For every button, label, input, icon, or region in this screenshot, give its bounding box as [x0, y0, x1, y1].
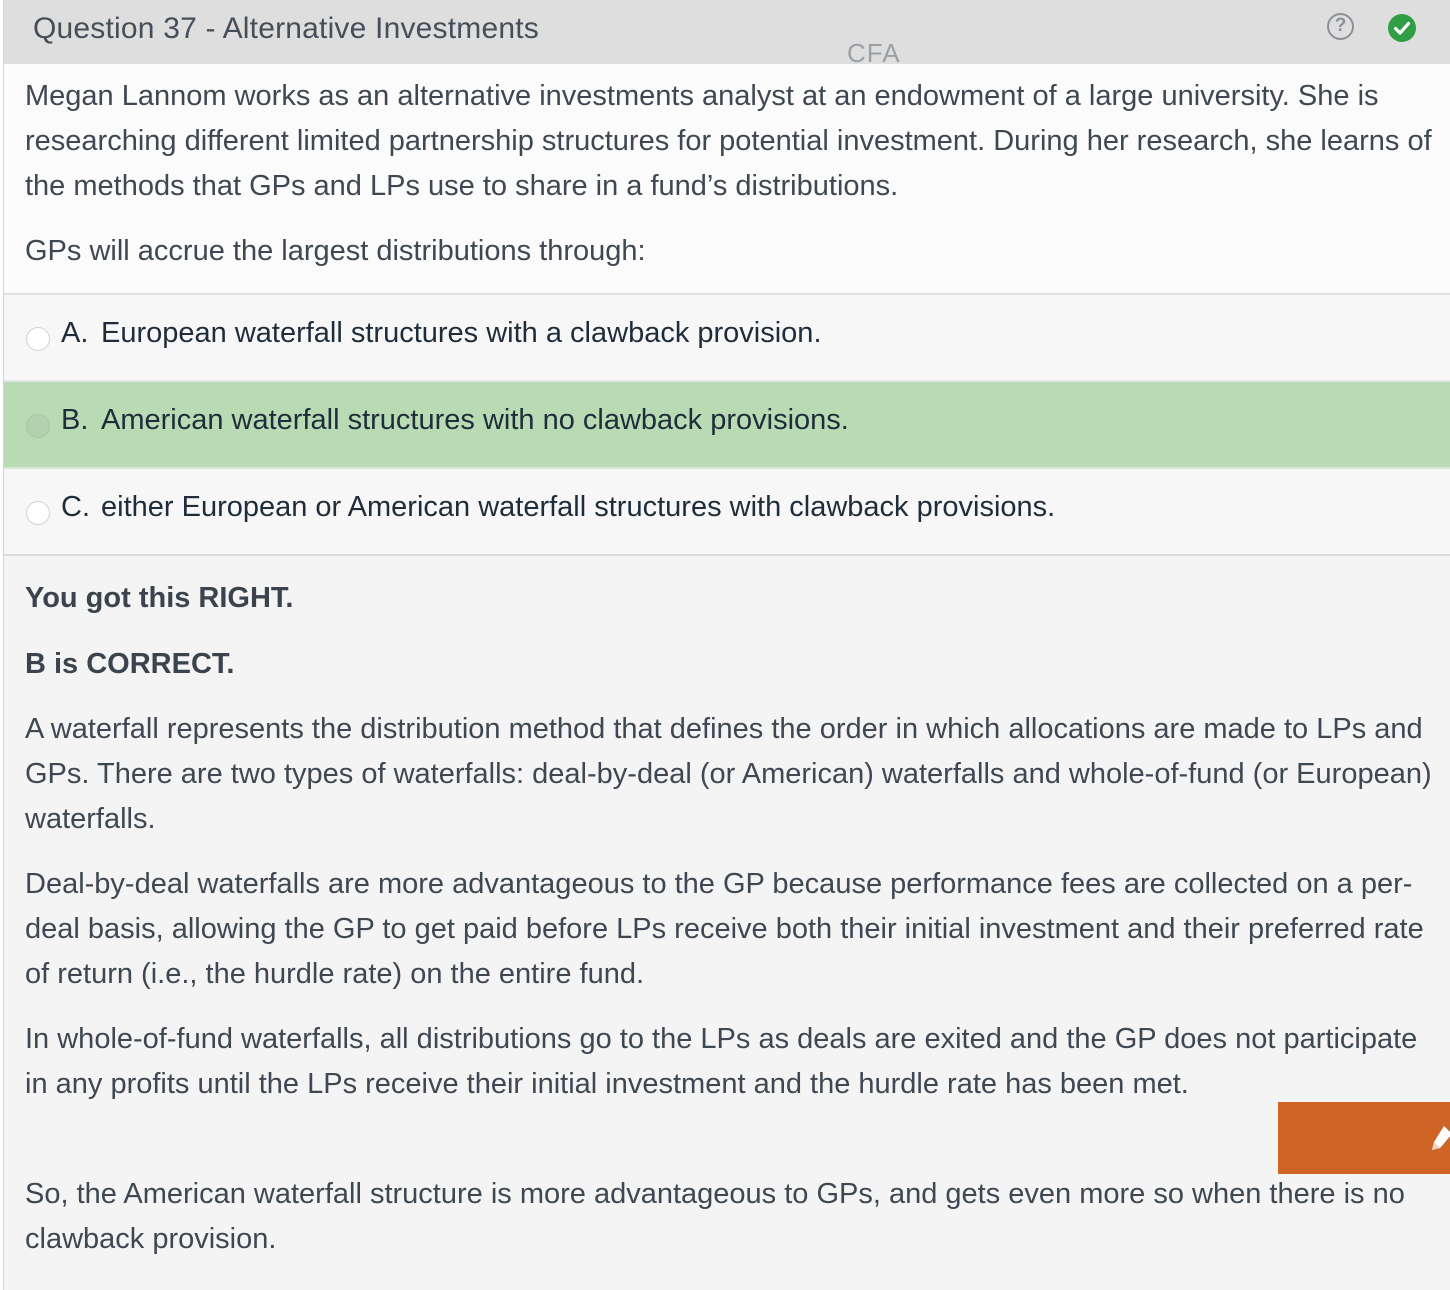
result-message: You got this RIGHT.: [25, 582, 294, 614]
explanation-paragraph: In whole-of-fund waterfalls, all distrib…: [25, 1023, 1418, 1100]
option-c-radio[interactable]: [26, 501, 50, 525]
option-b-radio[interactable]: [26, 414, 50, 438]
option-a-text: European waterfall structures with a cla…: [101, 317, 822, 349]
option-b[interactable]: B. American waterfall structures with no…: [4, 382, 1450, 469]
explanation-paragraph: Deal-by-deal waterfalls are more advanta…: [25, 868, 1424, 990]
option-a[interactable]: A. European waterfall structures with a …: [4, 295, 1450, 382]
option-b-text: American waterfall structures with no cl…: [101, 404, 849, 436]
question-circle-icon[interactable]: ?: [1327, 13, 1354, 40]
check-mark: [1393, 21, 1411, 35]
option-a-letter: A.: [61, 317, 89, 349]
question-header: Question 37 - Alternative Investments CF…: [4, 0, 1450, 68]
cfa-watermark: CFA: [847, 38, 901, 68]
pen-tip: [1432, 1142, 1440, 1150]
explanation-paragraph: A waterfall represents the distribution …: [25, 713, 1432, 835]
notes-tab-button[interactable]: [1278, 1102, 1450, 1174]
explanation-paragraph: So, the American waterfall structure is …: [25, 1178, 1405, 1255]
question-title: Question 37 - Alternative Investments: [33, 12, 539, 45]
question-body: Megan Lannom works as an alternative inv…: [4, 64, 1450, 295]
question-panel: Question 37 - Alternative Investments CF…: [3, 0, 1450, 1290]
correct-answer-label: B is CORRECT.: [25, 648, 235, 680]
question-prompt: GPs will accrue the largest distribution…: [25, 235, 646, 267]
option-b-letter: B.: [61, 404, 89, 436]
option-c-text: either European or American waterfall st…: [101, 491, 1056, 523]
option-a-radio[interactable]: [26, 327, 50, 351]
option-c-letter: C.: [61, 491, 90, 523]
check-circle-bg: [1388, 14, 1416, 42]
option-c[interactable]: C. either European or American waterfall…: [4, 469, 1450, 556]
check-circle-icon: [1388, 14, 1416, 42]
pen-icon: [1432, 1126, 1450, 1150]
answer-explanation: You got this RIGHT. B is CORRECT. A wate…: [4, 556, 1450, 1290]
pen-body: [1432, 1126, 1450, 1150]
question-stem: Megan Lannom works as an alternative inv…: [25, 80, 1432, 202]
